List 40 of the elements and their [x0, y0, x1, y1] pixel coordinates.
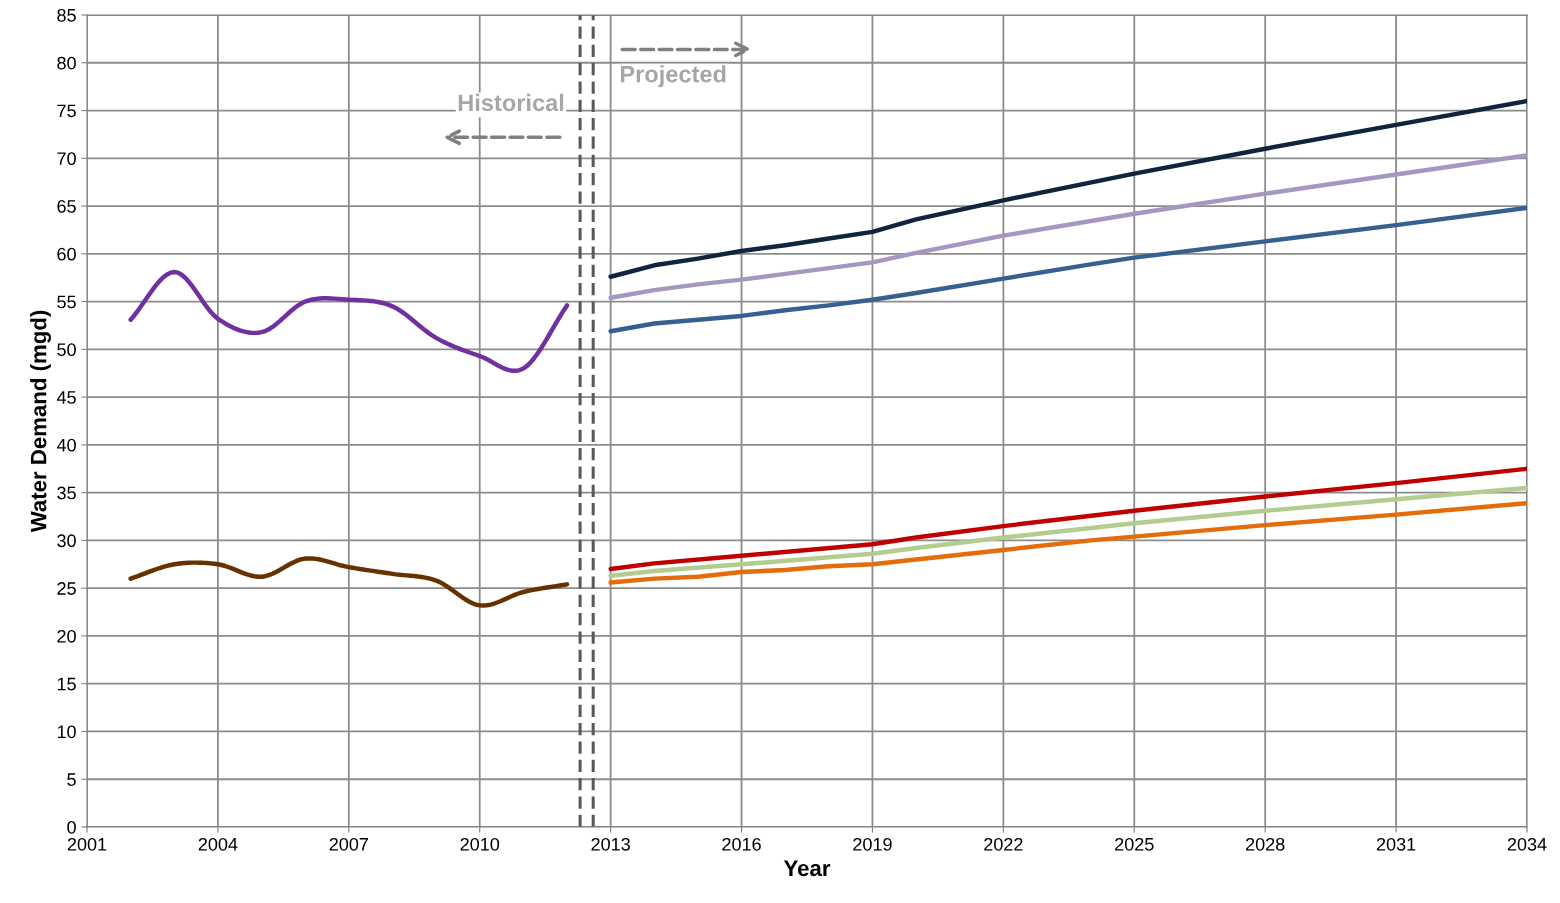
line-series — [608, 466, 1527, 572]
y-tick-label: 50 — [57, 343, 76, 357]
line-series — [608, 205, 1527, 334]
y-tick-label: 0 — [67, 820, 76, 834]
x-tick-label: 2034 — [1507, 837, 1547, 851]
y-tick-label: 15 — [57, 677, 76, 691]
y-tick-label: 70 — [57, 152, 76, 166]
x-tick-label: 2007 — [329, 837, 368, 851]
y-tick-label: 30 — [57, 534, 76, 548]
y-tick-label: 75 — [57, 104, 76, 118]
x-tick-label: 2022 — [984, 837, 1023, 851]
annotation: Projected — [620, 65, 726, 88]
x-tick-label: 2016 — [722, 837, 761, 851]
x-tick-label: 2001 — [67, 837, 107, 851]
x-tick-label: 2013 — [591, 837, 630, 851]
y-tick-label: 80 — [57, 56, 76, 70]
y-tick-label: 25 — [57, 582, 76, 595]
y-axis-title: Water Demand (mgd) — [30, 310, 51, 533]
x-tick-label: 2031 — [1376, 837, 1416, 851]
y-tick-label: 85 — [57, 8, 76, 22]
x-axis-title: Year — [783, 860, 831, 877]
y-tick-label: 60 — [57, 247, 76, 261]
y-tick-label: 5 — [67, 773, 76, 786]
x-tick-label: 2028 — [1246, 837, 1285, 851]
y-tick-label: 10 — [57, 725, 76, 739]
line-series — [608, 500, 1527, 585]
line-series — [608, 98, 1527, 279]
y-tick-label: 45 — [56, 391, 76, 404]
y-tick-label: 55 — [57, 295, 76, 309]
x-tick-label: 2004 — [198, 837, 238, 851]
y-tick-label: 65 — [57, 199, 76, 213]
line-series — [608, 485, 1527, 578]
y-tick-label: 40 — [56, 438, 76, 452]
y-tick-label: 20 — [57, 629, 76, 643]
annotation: Historical — [458, 93, 564, 112]
x-tick-label: 2025 — [1115, 837, 1154, 851]
x-tick-label: 2010 — [460, 837, 500, 851]
line-series — [608, 153, 1527, 300]
y-tick-label: 35 — [57, 486, 76, 500]
x-tick-label: 2019 — [853, 837, 892, 851]
